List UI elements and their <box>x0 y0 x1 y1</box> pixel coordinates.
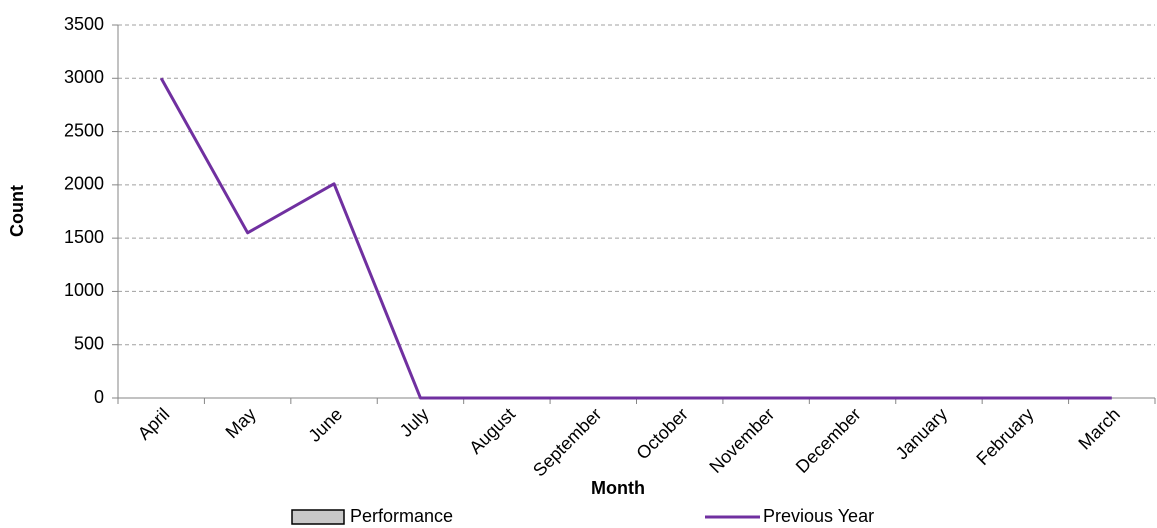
x-tick-label: June <box>304 404 346 446</box>
x-tick-label: November <box>705 404 778 477</box>
y-tick-label: 3500 <box>64 14 104 34</box>
x-tick-label: July <box>396 404 433 441</box>
y-tick-label: 2500 <box>64 120 104 140</box>
x-tick-label: January <box>892 404 951 463</box>
legend-label: Performance <box>350 506 453 526</box>
y-tick-label: 1500 <box>64 227 104 247</box>
legend-label: Previous Year <box>763 506 874 526</box>
y-tick-label: 500 <box>74 333 104 353</box>
y-tick-label: 1000 <box>64 280 104 300</box>
x-tick-label: May <box>222 404 260 442</box>
x-tick-label: September <box>529 404 605 480</box>
x-tick-label: October <box>632 404 691 463</box>
x-tick-label: February <box>972 404 1037 469</box>
legend-swatch <box>291 509 345 525</box>
x-tick-label: March <box>1074 404 1124 454</box>
y-tick-label: 3000 <box>64 67 104 87</box>
x-tick-label: December <box>792 404 865 477</box>
line <box>159 77 1112 400</box>
y-tick-label: 0 <box>94 387 104 407</box>
x-tick-label: August <box>465 404 519 458</box>
x-axis-title: Month <box>591 478 645 498</box>
x-tick-label: April <box>134 404 174 444</box>
y-tick-label: 2000 <box>64 174 104 194</box>
y-axis-title: Count <box>7 185 27 237</box>
